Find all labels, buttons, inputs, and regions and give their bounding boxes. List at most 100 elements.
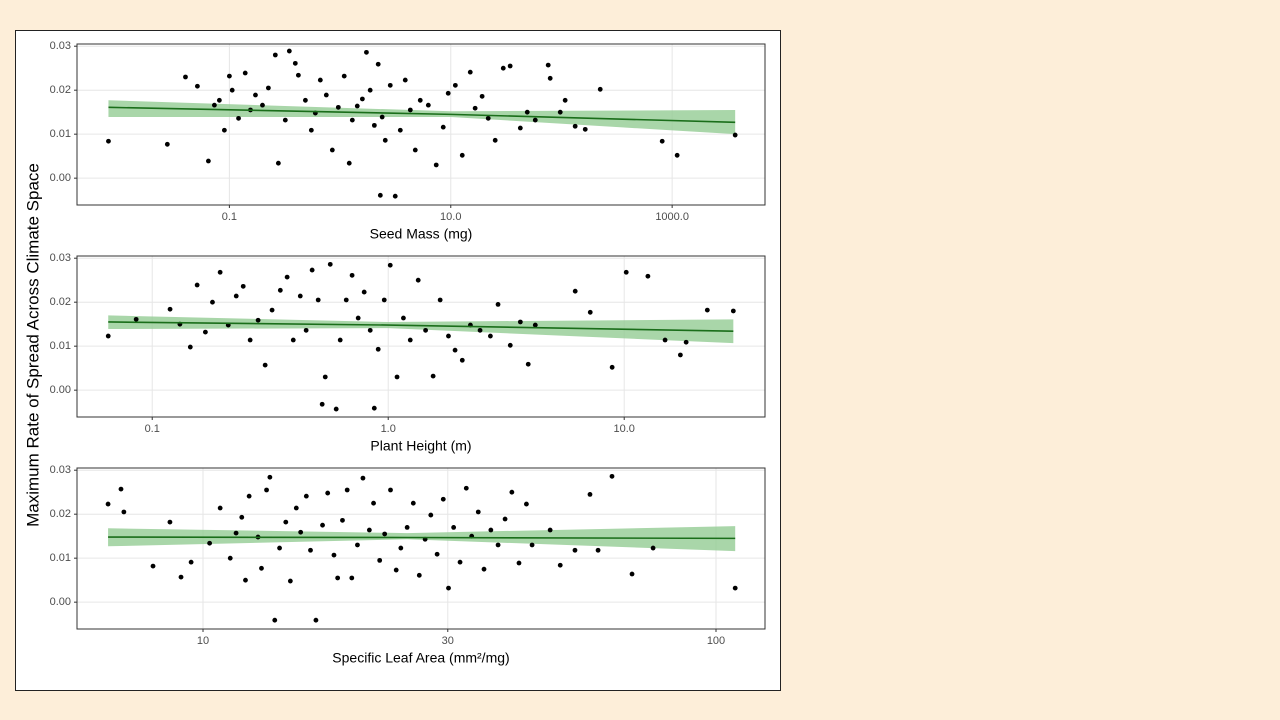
data-point [485,115,491,121]
data-point [475,509,481,515]
data-point [335,104,341,110]
data-point [629,571,635,577]
data-point [284,274,290,280]
data-point [467,69,473,75]
data-point [308,547,313,553]
data-point [349,575,355,581]
data-point [623,269,629,275]
data-point [547,75,553,81]
data-point [292,60,298,66]
data-point [452,82,458,88]
data-point [325,490,331,496]
data-point [226,73,232,79]
data-point [377,557,383,563]
data-point [423,327,428,333]
data-point [495,542,501,548]
data-point [393,567,399,573]
x-tick-label: 30 [442,635,454,647]
data-point [221,127,227,133]
data-point [335,575,341,581]
data-point [446,333,451,339]
y-tick-label: 0.00 [50,384,71,396]
data-point [507,63,513,69]
data-point [287,578,293,584]
data-point [227,555,233,561]
data-point [379,114,385,120]
data-point [587,491,593,497]
data-point [210,299,215,305]
data-point [121,509,127,515]
data-point [398,545,404,551]
y-tick-label: 0.02 [50,84,71,96]
data-point [366,527,372,533]
data-point [507,342,513,348]
data-point [532,322,538,328]
data-point [105,501,111,507]
data-point [440,496,446,502]
data-point [492,137,498,143]
data-point [259,565,264,571]
plot-border [76,43,766,206]
data-point [387,262,393,268]
data-point [367,87,373,93]
data-point [545,62,551,68]
data-point [488,527,494,533]
data-point [659,138,665,144]
data-point [354,103,360,109]
data-point [459,357,465,363]
data-point [315,297,321,303]
data-point [487,333,493,339]
data-point [375,61,381,67]
data-point [272,52,278,58]
y-axis-label: Maximum Rate of Spread Across Climate Sp… [23,163,42,527]
data-point [446,585,451,591]
data-point [397,127,403,133]
data-point [525,361,531,367]
data-point [529,542,535,548]
data-point [267,474,273,480]
x-tick-label: 0.1 [222,211,237,223]
data-point [587,309,593,315]
data-point [239,514,245,520]
data-point [452,347,458,353]
data-point [303,327,309,333]
data-point [187,344,193,350]
data-point [502,516,508,522]
data-point [236,115,241,121]
data-point [410,500,416,506]
data-point [243,577,248,583]
data-point [211,102,217,108]
data-point [371,405,377,411]
data-point [547,527,553,533]
data-point [457,559,463,565]
data-point [440,124,446,130]
x-tick-label: 1.0 [381,423,396,435]
y-tick-label: 0.02 [50,296,71,308]
data-point [524,501,529,507]
data-point [255,317,261,323]
data-point [320,522,325,528]
data-point [509,489,515,495]
data-point [382,137,388,143]
x-tick-label: 10.0 [613,423,634,435]
data-point [481,566,487,572]
data-point [428,512,434,518]
data-point [319,401,325,407]
data-point [524,109,530,115]
data-point [595,547,601,553]
data-point [375,346,381,352]
data-point [349,117,355,123]
data-point [167,519,173,525]
data-point [343,297,349,303]
data-point [572,547,578,553]
data-point [433,162,439,168]
data-point [302,97,308,103]
data-point [532,117,538,123]
data-point [401,315,406,321]
data-point [286,48,292,54]
data-point [246,493,252,499]
data-point [425,102,431,108]
data-point [216,97,222,103]
data-point [329,147,335,153]
